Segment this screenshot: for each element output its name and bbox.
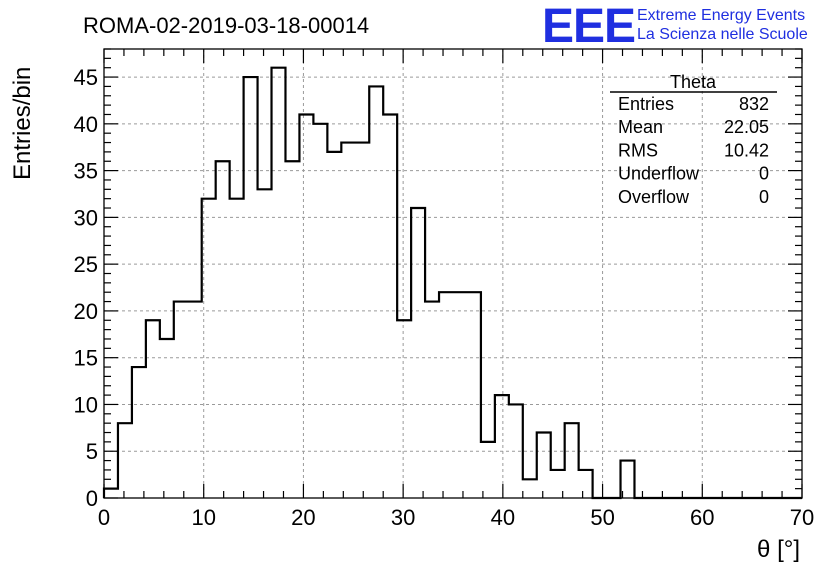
histogram-bin [299, 114, 313, 498]
histogram-bin [244, 77, 258, 498]
histogram-bin [495, 395, 509, 498]
chart-title: ROMA-02-2019-03-18-00014 [83, 13, 369, 38]
stats-label: Entries [618, 94, 674, 114]
logo-line1: Extreme Energy Events [637, 7, 805, 24]
histogram-bin [579, 470, 593, 498]
y-axis-label: Entries/bin [9, 67, 36, 180]
x-tick-label: 60 [690, 505, 714, 530]
plot-frame [103, 48, 803, 499]
tick-labels: 0 10 20 30 40 50 60 70 0 5 10 15 20 25 30 35 40 45 [74, 65, 815, 530]
histogram-bin [537, 433, 551, 498]
histogram-bin [327, 152, 341, 498]
x-tick-label: 10 [191, 505, 215, 530]
y-tick-label: 0 [86, 486, 98, 511]
histogram-bin [565, 423, 579, 498]
histogram-bin [411, 208, 425, 498]
stats-title: Theta [670, 72, 717, 92]
histogram-bin [132, 367, 146, 498]
stats-value: 0 [759, 187, 769, 207]
stats-label: Mean [618, 117, 663, 137]
histogram-bin [397, 320, 411, 498]
histogram-bin [355, 143, 369, 498]
stats-label: Overflow [618, 187, 690, 207]
logo-line2: La Scienza nelle Scuole [637, 26, 808, 43]
x-tick-label: 50 [590, 505, 614, 530]
histogram-bin [439, 292, 453, 498]
y-tick-label: 40 [74, 112, 98, 137]
x-axis-label: θ [°] [757, 536, 800, 563]
histogram-bin [272, 68, 286, 498]
y-tick-label: 25 [74, 252, 98, 277]
y-tick-label: 30 [74, 205, 98, 230]
histogram-bin [453, 292, 467, 498]
eee-logo: EEE Extreme Energy Events La Scienza nel… [542, 0, 808, 53]
histogram-bin [216, 161, 230, 498]
histogram-bin [369, 86, 383, 498]
x-tick-label: 20 [291, 505, 315, 530]
y-tick-label: 15 [74, 346, 98, 371]
histogram-bars [102, 66, 802, 500]
y-tick-label: 10 [74, 392, 98, 417]
histogram-bin [425, 302, 439, 498]
histogram-bin [104, 489, 118, 498]
y-tick-label: 5 [86, 439, 98, 464]
histogram-bin [258, 189, 272, 498]
x-tick-label: 70 [790, 505, 814, 530]
logo-mark: EEE [542, 0, 635, 53]
histogram-bin [383, 114, 397, 498]
stats-label: Underflow [618, 164, 700, 184]
histogram-bin [188, 302, 202, 498]
histogram-bin [285, 161, 299, 498]
histogram-bin [230, 199, 244, 498]
y-tick-label: 20 [74, 299, 98, 324]
histogram-bin [174, 302, 188, 498]
stats-value: 10.42 [724, 140, 769, 160]
x-tick-label: 0 [98, 505, 110, 530]
histogram-bin [523, 479, 537, 498]
histogram-bin [160, 339, 174, 498]
x-tick-label: 30 [391, 505, 415, 530]
stats-box: Theta Entries 832 Mean 22.05 RMS 10.42 Underfl… [610, 72, 777, 207]
histogram-bin [467, 292, 481, 498]
y-tick-label: 45 [74, 65, 98, 90]
stats-value: 0 [759, 164, 769, 184]
histogram-bin [481, 442, 495, 498]
stats-label: RMS [618, 140, 658, 160]
histogram-bin [341, 143, 355, 498]
stats-value: 22.05 [724, 117, 769, 137]
histogram-bin [118, 423, 132, 498]
grid-lines [104, 49, 802, 498]
histogram-bin [146, 320, 160, 498]
axis-ticks [103, 48, 803, 499]
histogram-outline [102, 66, 802, 500]
y-tick-label: 35 [74, 159, 98, 184]
stats-value: 832 [739, 94, 769, 114]
x-tick-label: 40 [491, 505, 515, 530]
